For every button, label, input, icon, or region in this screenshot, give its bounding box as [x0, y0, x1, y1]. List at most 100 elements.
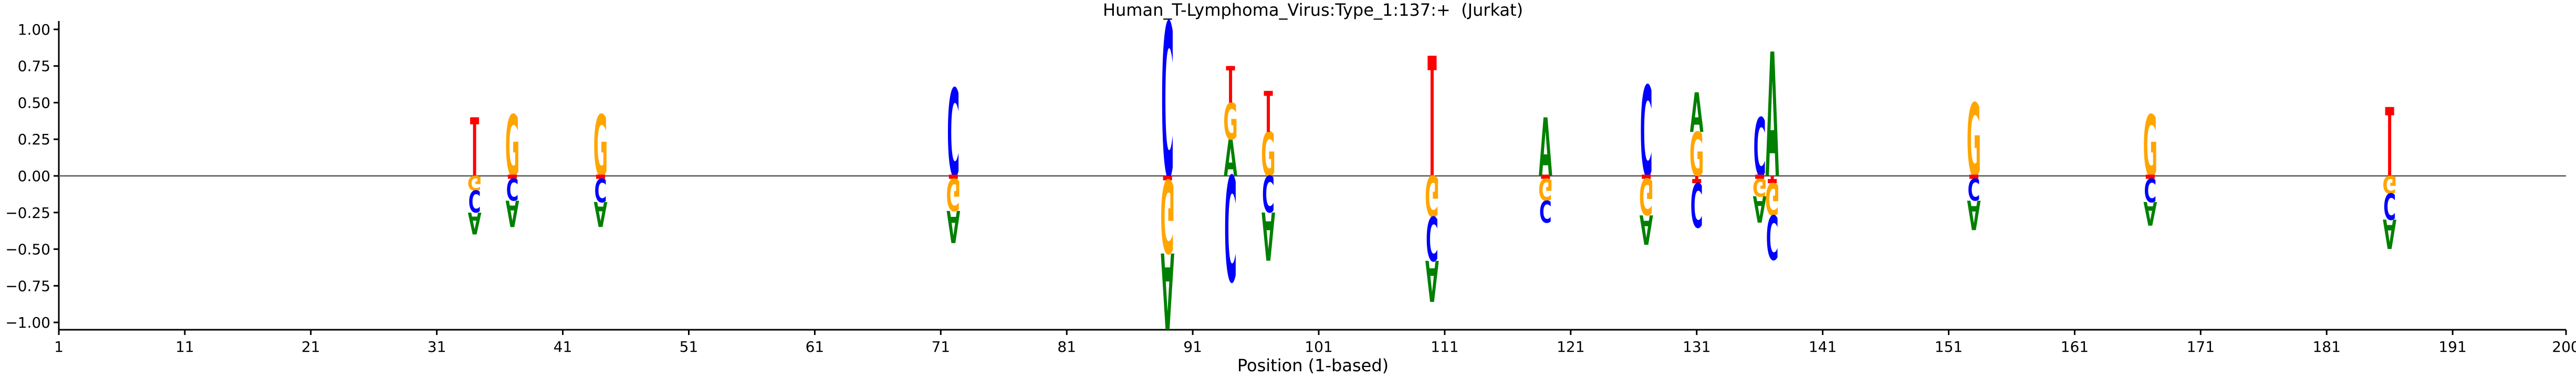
logo-letter-c: C: [2383, 185, 2396, 227]
y-tick-label: 1.00: [18, 21, 50, 38]
x-tick-label: 181: [2312, 338, 2340, 355]
x-tick-label: 71: [931, 338, 950, 355]
x-tick-label: 61: [806, 338, 825, 355]
x-tick-label: 121: [1557, 338, 1584, 355]
logo-letter-g: G: [1639, 167, 1654, 225]
logo-letter-c: C: [506, 172, 519, 206]
logo-t-stem: [1166, 176, 1170, 181]
logo-letter-a: A: [506, 192, 519, 234]
logo-letter-g: G: [1223, 93, 1238, 151]
x-tick-label: 81: [1057, 338, 1076, 355]
logo-t-stem: [2388, 107, 2392, 176]
logo-letter-a: A: [1690, 82, 1704, 145]
x-tick-label: 111: [1431, 338, 1458, 355]
logo-letter-t: [1541, 174, 1550, 179]
logo-t-stem: [2149, 176, 2152, 179]
logo-letter-g: G: [1967, 83, 1981, 200]
logo-letter-g: G: [1425, 162, 1440, 228]
logo-letter-c: C: [1426, 203, 1438, 273]
x-tick-label: 161: [2061, 338, 2089, 355]
y-tick-label: 0.25: [18, 131, 50, 148]
logo-letter-a: A: [1224, 130, 1237, 188]
y-tick-label: 0.00: [18, 167, 50, 185]
x-tick-label: 21: [301, 338, 320, 355]
logo-letter-a: A: [1425, 247, 1439, 313]
logo-t-stem: [1972, 176, 1976, 179]
logo-letter-c: C: [947, 64, 960, 204]
logo-letter-a: A: [1967, 191, 1981, 238]
logo-letter-g: G: [1261, 120, 1276, 190]
y-tick-label: −0.75: [5, 277, 50, 295]
logo-t-stem: [952, 176, 955, 179]
logo-letter-t: [1969, 174, 1979, 179]
logo-letter-t: [1768, 176, 1777, 183]
x-tick-label: 91: [1183, 338, 1202, 355]
x-tick-label: 171: [2187, 338, 2215, 355]
logo-t-stem: [473, 117, 476, 176]
logo-letter-a: A: [1539, 102, 1552, 195]
logo-t-stem: [1229, 66, 1233, 103]
logo-t-stem: [1430, 56, 1434, 176]
x-tick-label: 1: [54, 338, 64, 355]
logo-letter-a: A: [1640, 206, 1653, 253]
logo-letter-g: G: [593, 98, 608, 196]
logo-letter-c: C: [1754, 102, 1766, 195]
logo-letter-a: A: [1261, 197, 1275, 275]
logo-letter-g: G: [946, 168, 961, 219]
logo-t-stem: [1695, 176, 1698, 183]
logo-t-stem: [1543, 176, 1547, 179]
logo-t-stem: [1758, 176, 1761, 179]
logo-letter-c: C: [1640, 60, 1653, 205]
x-tick-label: 131: [1683, 338, 1711, 355]
logo-letter-a: A: [1766, 18, 1779, 216]
x-tick-label: 151: [1935, 338, 1963, 355]
logo-letter-c: C: [1539, 194, 1552, 228]
logo-letter-t: [1692, 176, 1702, 183]
logo-letter-c: C: [1691, 169, 1703, 239]
logo-t-stem: [1770, 176, 1774, 183]
logo-letter-t: [1226, 66, 1235, 103]
logo-t-stem: [510, 176, 514, 179]
x-tick-label: 11: [175, 338, 194, 355]
logo-letter-a: A: [1161, 228, 1174, 350]
logo-letter-c: C: [468, 183, 481, 218]
logo-letter-t: [1163, 176, 1172, 181]
logo-letter-t: [2385, 107, 2394, 176]
logo-letter-g: G: [1765, 172, 1780, 223]
logo-letter-g: G: [1160, 156, 1175, 272]
logo-letter-a: A: [2143, 194, 2157, 232]
logo-letter-t: [1755, 174, 1765, 179]
logo-letter-a: A: [468, 205, 482, 240]
y-tick-label: 0.75: [18, 58, 50, 75]
logo-letter-c: C: [1224, 141, 1237, 309]
logo-letter-t: [2145, 174, 2155, 179]
plot-area: −1.00 −0.75 −0.50 −0.25 0.00 0.25 0.50 0.75 1.00…: [5, 0, 2576, 355]
logo-letter-c: C: [1161, 0, 1174, 226]
logo-letter-a: A: [2383, 211, 2396, 257]
y-tick-label: −0.50: [5, 241, 50, 258]
logo-letter-c: C: [1766, 201, 1779, 271]
chart-title: Human_T-Lymphoma_Virus:Type_1:137:+ (Jur…: [1103, 0, 1523, 20]
y-tick-label: 0.50: [18, 94, 50, 111]
logo-letter-t: [508, 174, 517, 179]
x-tick-label: 191: [2438, 338, 2466, 355]
logo-letter-g: G: [505, 98, 520, 196]
logo-letter-t: [948, 174, 958, 179]
logo-t-stem: [1644, 176, 1648, 179]
logo-t-stem: [1267, 91, 1270, 132]
logo-letter-g: G: [1538, 171, 1553, 206]
y-tick-label: −1.00: [5, 314, 50, 331]
y-tick-label: −0.25: [5, 204, 50, 222]
x-tick-label: 101: [1305, 338, 1332, 355]
logo-letter-t: [1264, 91, 1273, 132]
logo-letter-g: G: [1753, 173, 1767, 201]
logo-letter-t: [1427, 56, 1437, 176]
logo-letter-t: [596, 174, 606, 179]
logo-letter-g: G: [2382, 170, 2397, 198]
logo-letter-g: G: [467, 171, 482, 194]
x-tick-label: 200: [2552, 338, 2576, 355]
logo-letter-a: A: [1753, 188, 1767, 230]
logo-letter-g: G: [2143, 98, 2158, 196]
x-tick-label: 141: [1809, 338, 1837, 355]
